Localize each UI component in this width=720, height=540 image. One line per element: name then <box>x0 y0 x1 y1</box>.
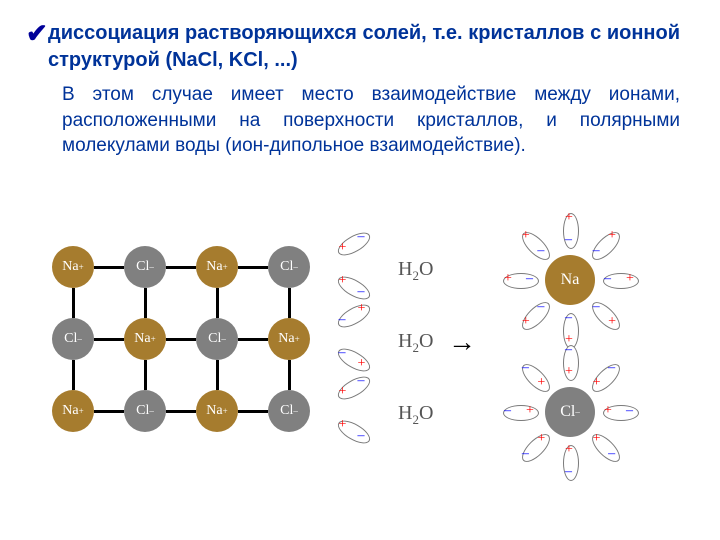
dipole-charge: + <box>604 404 612 418</box>
bond <box>238 338 268 341</box>
lattice-ion-na: Na+ <box>52 390 94 432</box>
dipole-charge: + <box>565 211 573 225</box>
bond <box>216 360 219 390</box>
lattice-ion-cl: Cl– <box>196 318 238 360</box>
h2o-label: H2O <box>398 402 433 428</box>
dipole-charge: – <box>593 244 600 258</box>
dipole-charge: + <box>565 443 573 457</box>
bond <box>166 410 196 413</box>
dipole-charge: + <box>626 272 634 286</box>
bond <box>166 338 196 341</box>
dipole-charge: – <box>537 300 544 314</box>
dipole-charge: + <box>537 376 545 390</box>
bond <box>288 288 291 318</box>
bond <box>238 266 268 269</box>
dipole-charge: – <box>338 346 345 360</box>
dipole-charge: + <box>526 404 534 418</box>
lattice-ion-na: Na+ <box>196 246 238 288</box>
bond <box>94 266 124 269</box>
lattice-ion-cl: Cl– <box>268 390 310 432</box>
dipole-charge: – <box>565 343 572 357</box>
dipole-charge: – <box>358 285 365 299</box>
bullet-check: ✔ <box>26 18 48 49</box>
dipole-charge: – <box>526 272 533 286</box>
bond <box>166 266 196 269</box>
solvated-ion-na: Na <box>545 255 595 305</box>
dipole-charge: – <box>338 313 345 327</box>
dipole-charge: + <box>522 229 530 243</box>
bond <box>238 410 268 413</box>
bond <box>72 288 75 318</box>
dipole-charge: + <box>504 272 512 286</box>
solvated-ion-cl: Cl– <box>545 387 595 437</box>
dipole-charge: – <box>593 300 600 314</box>
dipole-charge: – <box>358 230 365 244</box>
bond <box>216 288 219 318</box>
lattice-ion-na: Na+ <box>52 246 94 288</box>
h2o-label: H2O <box>398 330 433 356</box>
bond <box>144 288 147 318</box>
dipole-charge: + <box>608 229 616 243</box>
h2o-label: H2O <box>398 258 433 284</box>
slide-heading: диссоциация растворяющихся солей, т.е. к… <box>48 20 680 74</box>
bond <box>94 338 124 341</box>
dipole-charge: – <box>358 374 365 388</box>
dipole-charge: + <box>338 418 346 432</box>
dipole-charge: + <box>358 357 366 371</box>
reaction-arrow: → <box>448 326 476 358</box>
dipole-charge: – <box>358 429 365 443</box>
dipole-charge: + <box>522 315 530 329</box>
dipole-charge: – <box>504 404 511 418</box>
bond <box>94 410 124 413</box>
diagram-area: Na+Cl–Na+Cl–Cl–Na+Cl–Na+Na+Cl–Na+Cl–+–+–… <box>0 230 720 530</box>
lattice-ion-cl: Cl– <box>124 390 166 432</box>
dipole-charge: – <box>565 311 572 325</box>
dipole-charge: + <box>593 432 601 446</box>
dipole-charge: – <box>522 447 529 461</box>
lattice-ion-cl: Cl– <box>268 246 310 288</box>
dipole-charge: – <box>565 233 572 247</box>
bond <box>144 360 147 390</box>
bond <box>72 360 75 390</box>
lattice-ion-na: Na+ <box>268 318 310 360</box>
dipole-charge: + <box>593 376 601 390</box>
dipole-charge: – <box>608 361 615 375</box>
dipole-charge: + <box>358 302 366 316</box>
slide-body: В этом случае имеет место взаимодействие… <box>48 82 680 159</box>
dipole-charge: – <box>608 447 615 461</box>
dipole-charge: – <box>565 465 572 479</box>
dipole-charge: + <box>338 274 346 288</box>
dipole-charge: + <box>338 385 346 399</box>
dipole-charge: + <box>608 315 616 329</box>
lattice-ion-na: Na+ <box>196 390 238 432</box>
bond <box>288 360 291 390</box>
dipole-charge: + <box>537 432 545 446</box>
dipole-charge: + <box>338 241 346 255</box>
dipole-charge: – <box>626 404 633 418</box>
dipole-charge: + <box>565 365 573 379</box>
lattice-ion-cl: Cl– <box>124 246 166 288</box>
dipole-charge: – <box>604 272 611 286</box>
dipole-charge: – <box>522 361 529 375</box>
dipole-charge: – <box>537 244 544 258</box>
lattice-ion-na: Na+ <box>124 318 166 360</box>
lattice-ion-cl: Cl– <box>52 318 94 360</box>
